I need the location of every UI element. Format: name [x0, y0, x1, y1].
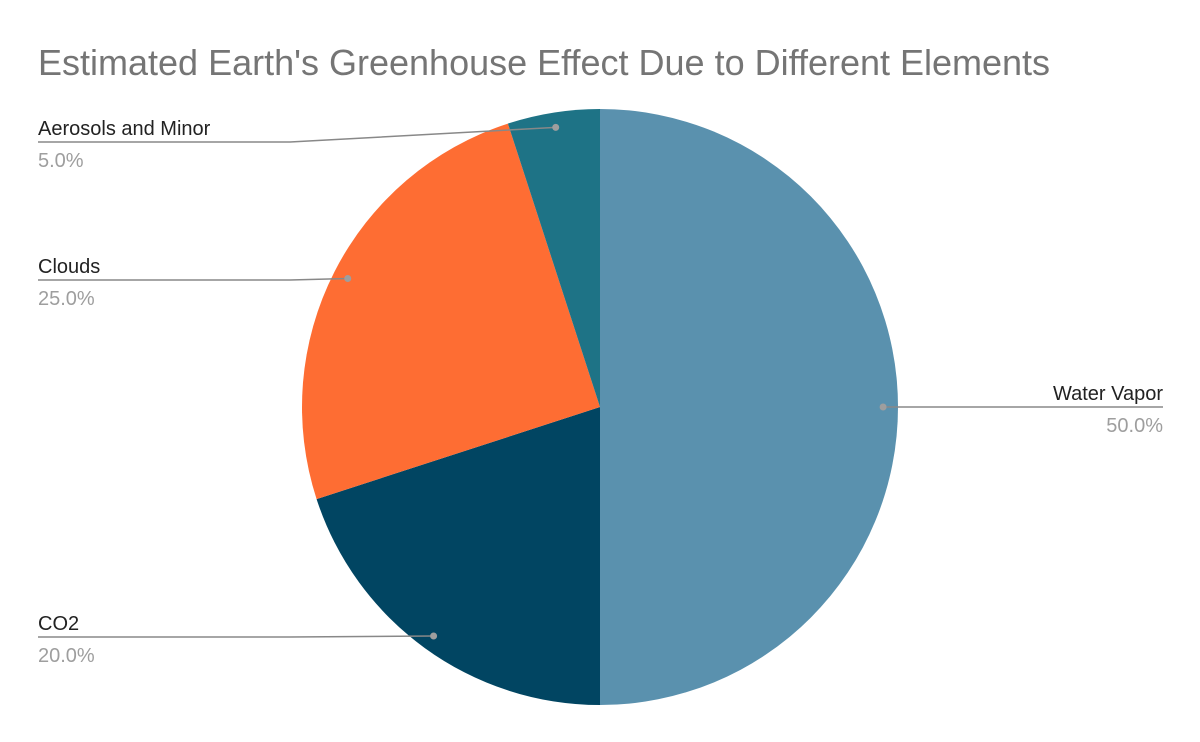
- pie-slice-co2: [316, 407, 600, 705]
- leader-dot: [879, 403, 887, 411]
- slice-percent-label: 25.0%: [38, 288, 95, 310]
- slice-labels: Water Vapor 50.0% CO2 20.0% Clouds 25.0% Aeros…: [38, 118, 1163, 667]
- pie-slices: [301, 109, 898, 705]
- slice-name-label: Water Vapor: [1053, 383, 1163, 405]
- leader-line: [38, 126, 556, 143]
- slice-name-label: CO2: [38, 613, 79, 635]
- slice-label-aerosols-and-minor: Aerosols and Minor 5.0%: [38, 118, 560, 172]
- slice-label-co2: CO2 20.0%: [38, 613, 438, 667]
- slice-label-clouds: Clouds 25.0%: [38, 256, 352, 310]
- pie-slice-aerosols-and-minor: [507, 109, 600, 407]
- slice-name-label: Aerosols and Minor: [38, 118, 211, 140]
- slice-name-label: Clouds: [38, 256, 100, 278]
- slice-label-water-vapor: Water Vapor 50.0%: [879, 383, 1163, 437]
- pie-slice-water-vapor: [600, 109, 898, 705]
- chart-title: Estimated Earth's Greenhouse Effect Due …: [38, 42, 1050, 83]
- leader-dot: [344, 274, 352, 282]
- leader-dot: [430, 632, 438, 640]
- leader-line: [38, 277, 348, 281]
- slice-percent-label: 50.0%: [1106, 415, 1163, 437]
- slice-percent-label: 5.0%: [38, 150, 84, 172]
- leader-dot: [552, 123, 560, 131]
- slice-percent-label: 20.0%: [38, 645, 95, 667]
- pie-slice-clouds: [301, 123, 600, 500]
- leader-line: [38, 635, 434, 638]
